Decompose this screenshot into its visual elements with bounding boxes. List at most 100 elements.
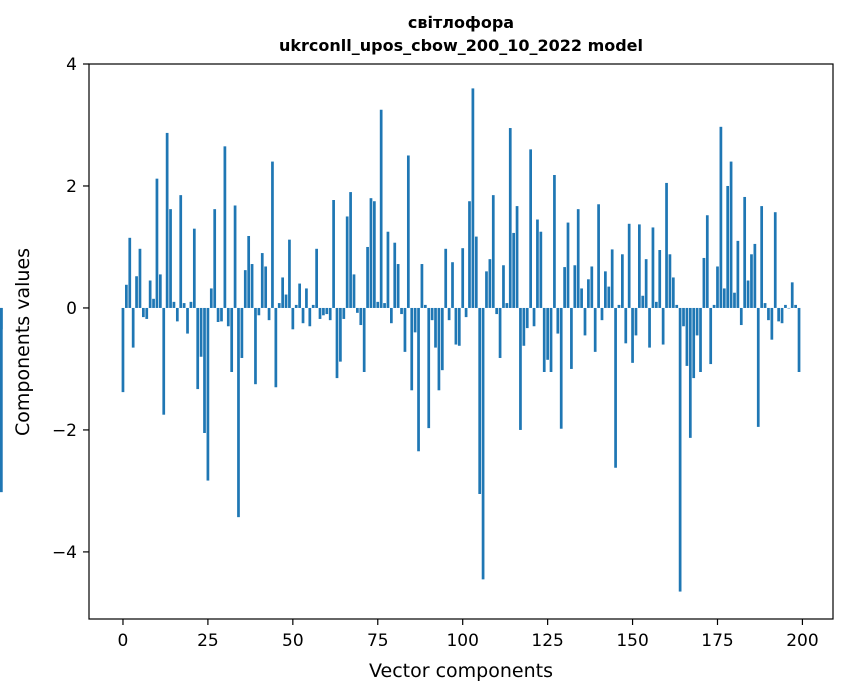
x-axis-label: Vector components [369,660,553,682]
bar-component-59 [322,307,325,316]
bar-component-60 [325,307,329,315]
bar-component-31 [226,307,230,327]
y-tick-label: 0 [66,299,77,319]
bar-component-30 [223,146,227,308]
bar-component-104 [474,236,478,308]
bar-component-6 [142,307,145,318]
bar-component-34 [237,307,240,518]
bar-component-75 [376,301,380,308]
bar-component-188 [760,206,764,308]
bar-component-191 [770,307,774,340]
bar-component-76 [379,109,383,308]
bar-component-157 [654,301,658,308]
bar-component-65 [342,307,346,319]
bar-component-79 [390,307,393,324]
x-tick-label: 200 [786,631,818,651]
bar-component-78 [386,231,390,308]
bar-component-95 [444,248,448,308]
bar-component-106 [481,307,485,580]
bar-component-173 [709,307,713,365]
bar-component-35 [240,307,244,358]
bar-component-38 [250,264,254,308]
bar-component-102 [468,201,471,308]
bar-component-29 [220,307,223,322]
bar-component-3 [131,307,135,348]
bar-component-127 [553,175,556,308]
chart-subtitle: ukrconll_upos_cbow_200_10_2022 model [279,36,643,55]
bar-component-139 [593,307,597,352]
bar-component-161 [668,254,672,308]
bar-component-198 [794,304,797,308]
bar-component-163 [675,304,679,308]
bar-component-190 [767,307,770,321]
bar-component-116 [515,206,519,308]
bar-component-72 [366,246,369,308]
bar-component-181 [736,240,740,308]
bar-component-40 [257,307,261,316]
bar-component-90 [427,307,431,429]
bar-component-49 [288,239,291,308]
bar-component-16 [175,307,179,322]
bar-component-undefined [0,307,3,330]
bar-component-180 [733,292,736,308]
bar-component-11 [158,274,162,308]
bar-component-98 [454,307,458,345]
bar-component-1 [125,284,128,308]
bar-component-137 [587,279,590,308]
bar-component-22 [196,307,200,390]
bar-component-58 [318,307,322,319]
bar-component-117 [519,307,522,430]
bar-component-63 [335,307,339,379]
bar-component-15 [172,301,176,308]
bar-component-118 [522,307,526,346]
bar-component-140 [597,204,600,308]
bar-component-144 [610,249,614,308]
bar-component-122 [536,219,539,308]
bar-component-136 [583,307,587,336]
bar-component-156 [651,227,655,308]
bar-component-147 [621,254,624,308]
bar-component-46 [277,303,281,308]
y-tick-label: −2 [52,421,77,441]
bar-component-18 [182,303,186,308]
bar-component-103 [471,88,475,308]
bar-component-128 [556,307,560,334]
bar-component-131 [566,222,570,308]
bar-component-174 [712,304,716,308]
bar-component-186 [753,243,757,308]
bar-component-77 [383,303,386,308]
bar-component-74 [373,201,376,308]
bar-component-81 [396,264,400,308]
bar-component-146 [617,304,621,308]
bar-component-175 [716,266,719,308]
bar-component-56 [311,304,315,308]
bar-component-32 [230,307,234,372]
bar-component-199 [797,307,801,372]
bar-component-183 [743,196,747,308]
bar-component-125 [546,307,549,360]
bar-component-196 [787,307,791,309]
bar-component-187 [756,307,760,427]
bar-component-152 [638,224,641,308]
bar-component-171 [702,257,706,308]
bar-component-112 [502,265,505,308]
bar-component-160 [665,182,668,308]
bar-component-92 [434,307,437,348]
bar-component-162 [671,277,675,308]
bar-component-155 [648,307,651,348]
bar-component-89 [423,304,427,308]
x-tick-label: 75 [367,631,389,651]
bar-component-54 [305,288,308,308]
bar-component-151 [634,307,638,336]
bar-component-64 [339,307,342,362]
bar-component-86 [413,307,417,333]
bar-component-179 [729,161,733,308]
bar-component-178 [726,185,730,308]
bar-component-145 [614,307,617,468]
bar-component-193 [777,307,780,322]
y-tick-label: 4 [66,55,77,75]
bar-component-57 [315,248,318,308]
bar-component-68 [352,274,356,308]
bar-component-87 [417,307,420,452]
bar-component-28 [216,307,220,322]
